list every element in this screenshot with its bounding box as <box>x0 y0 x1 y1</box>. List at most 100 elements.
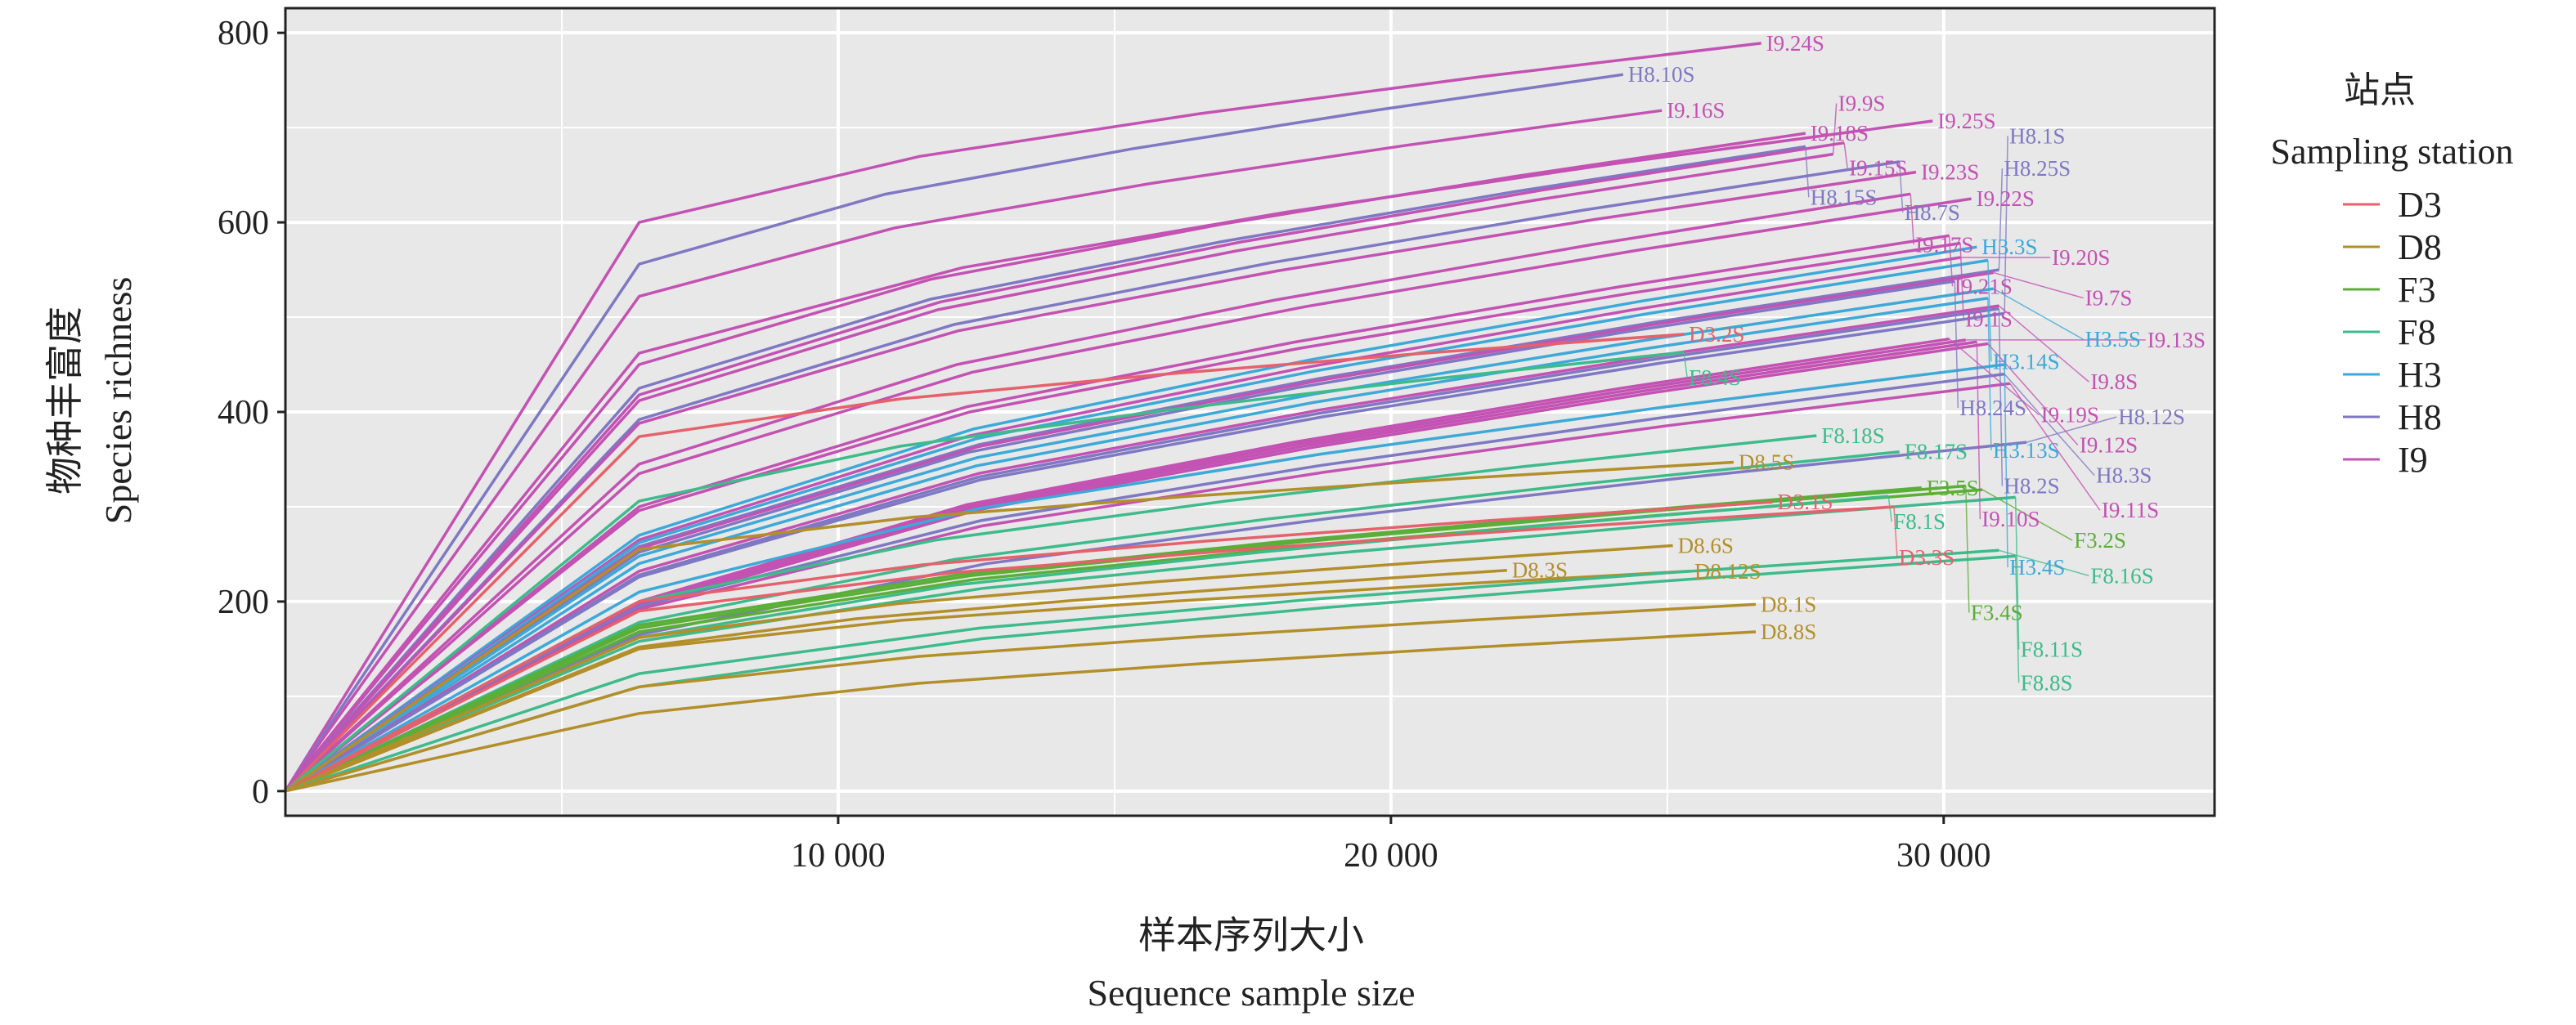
series-line-D8.12S <box>285 570 1690 793</box>
y-axis-title: Species richness <box>97 277 139 525</box>
series-line-H3.4S <box>285 363 2005 793</box>
series-label-H8.10S: H8.10S <box>1628 62 1695 87</box>
series-line-H3.3S <box>284 245 1977 793</box>
series-line-I9.16S <box>284 109 1663 792</box>
leader-line-H8.2S <box>1998 308 2004 486</box>
series-label-D8.1S: D8.1S <box>1761 592 1816 616</box>
series-label-I9.10S: I9.10S <box>1981 507 2040 531</box>
series-label-I9.22S: I9.22S <box>1977 186 2035 211</box>
leader-line-I9.19S <box>1949 338 2040 416</box>
x-axis-title-cn: 样本序列大小 <box>1138 915 1364 956</box>
legend-label-H3: H3 <box>2398 355 2442 395</box>
leader-line-I9.10S <box>1976 342 1981 520</box>
leader-line-H8.1S <box>2004 136 2008 314</box>
series-line-D3.2S <box>284 333 1685 793</box>
series-label-H3.3S: H3.3S <box>1981 235 2037 259</box>
series-line-I9.21S <box>284 234 1950 793</box>
series-line-D3.1S <box>285 500 1773 793</box>
series-line-I9.17S <box>284 192 1911 793</box>
series-label-I9.21S: I9.21S <box>1954 274 2013 298</box>
x-tick-label: 10 000 <box>791 837 886 875</box>
leader-line-H8.12S <box>2026 416 2117 443</box>
series-label-D8.5S: D8.5S <box>1739 450 1794 475</box>
series-label-F3.5S: F3.5S <box>1927 476 1979 500</box>
legend-label-F8: F8 <box>2398 312 2435 352</box>
series-line-I9.20S <box>284 256 1961 793</box>
legend-label-D3: D3 <box>2398 185 2442 225</box>
series-label-I9.12S: I9.12S <box>2080 433 2138 458</box>
y-axis-title-cn: 物种丰富度 <box>44 307 86 495</box>
series-line-D8.3S <box>285 568 1507 793</box>
series-label-H8.15S: H8.15S <box>1811 185 1878 209</box>
leader-line-F3.2S <box>1981 489 2073 541</box>
series-line-F8.16S <box>285 548 1999 793</box>
leader-line-H8.3S <box>2004 374 2095 477</box>
series-label-I9.16S: I9.16S <box>1667 98 1725 123</box>
series-label-H3.13S: H3.13S <box>1993 438 2060 463</box>
series-line-I9.25S <box>284 119 1933 792</box>
series-label-F3.2S: F3.2S <box>2074 528 2126 553</box>
series-line-D8.5S <box>285 460 1735 793</box>
series-label-I9.17S: I9.17S <box>1915 232 1973 257</box>
legend-label-D8: D8 <box>2398 227 2442 267</box>
series-line-H3.5S <box>285 287 1994 793</box>
series-label-H3.14S: H3.14S <box>1993 350 2060 374</box>
legend-title: Sampling station <box>2271 132 2514 172</box>
legend-label-F3: F3 <box>2398 270 2435 310</box>
series-label-I9.8S: I9.8S <box>2090 369 2138 394</box>
series-line-H8.24S <box>285 280 1955 793</box>
leader-line-F8.4S <box>1683 351 1688 378</box>
leader-line-F8.1S <box>1887 496 1892 522</box>
x-tick-label: 20 000 <box>1344 837 1438 875</box>
gridlines <box>285 8 2215 816</box>
series-line-F8.17S <box>285 450 1900 793</box>
series-line-H3.14S <box>284 258 1989 793</box>
leader-line-I9.11S <box>2009 383 2101 511</box>
series-label-H3.5S: H3.5S <box>2085 327 2141 351</box>
leader-line-H3.14S <box>1987 260 1992 362</box>
legend-label-I9: I9 <box>2398 440 2428 480</box>
series-line-H8.12S <box>285 441 2027 793</box>
leader-line-F3.4S <box>1965 486 1970 613</box>
series-label-D8.6S: D8.6S <box>1678 534 1734 558</box>
leader-line-H8.15S <box>1805 146 1810 198</box>
series-line-H8.10S <box>284 73 1624 792</box>
series-label-F3.4S: F3.4S <box>1971 601 2023 625</box>
series-label-I9.9S: I9.9S <box>1838 92 1886 116</box>
series-label-I9.25S: I9.25S <box>1937 109 1995 133</box>
series-label-I9.24S: I9.24S <box>1766 31 1824 56</box>
series-label-H8.2S: H8.2S <box>2004 474 2059 499</box>
leader-line-I9.1S <box>1959 243 1964 320</box>
leader-line-H8.7S <box>1898 161 1904 213</box>
leader-line-F8.8S <box>2014 556 2020 683</box>
series-line-H3.13S <box>285 297 1989 793</box>
series-label-I9.15S: I9.15S <box>1849 156 1907 181</box>
y-tick-label: 200 <box>218 584 269 621</box>
series-line-I9.8S <box>285 304 1999 793</box>
y-tick-label: 800 <box>218 15 269 52</box>
series-line-I9.18S <box>284 132 1806 792</box>
series-label-I9.23S: I9.23S <box>1921 160 1979 185</box>
series-line-I9.23S <box>284 170 1917 793</box>
leader-line-F8.11S <box>2014 497 2020 650</box>
series-line-D3.3S <box>285 505 1895 793</box>
series-label-H8.1S: H8.1S <box>2009 123 2065 148</box>
series-label-D8.12S: D8.12S <box>1694 559 1761 584</box>
series-label-F8.17S: F8.17S <box>1905 440 1968 464</box>
leader-line-I9.9S <box>1832 103 1838 154</box>
series-line-I9.24S <box>284 42 1761 792</box>
x-tick-label: 30 000 <box>1896 837 1991 875</box>
series-label-D8.3S: D8.3S <box>1512 558 1568 583</box>
x-axis-title: Sequence sample size <box>1087 972 1415 1014</box>
leader-line-H3.4S <box>2004 365 2008 568</box>
series-label-I9.1S: I9.1S <box>1965 307 2013 332</box>
x-tick-labels: 10 000 20 000 30 000 <box>791 816 1991 875</box>
series-label-D3.3S: D3.3S <box>1899 545 1954 570</box>
series-line-F8.11S <box>285 495 2016 793</box>
series-label-H8.3S: H8.3S <box>2096 463 2152 488</box>
leader-line-H3.5S <box>1993 288 2084 340</box>
series-line-D8.6S <box>285 544 1673 793</box>
series-label-H8.24S: H8.24S <box>1959 396 2026 420</box>
y-tick-label: 0 <box>252 773 269 811</box>
